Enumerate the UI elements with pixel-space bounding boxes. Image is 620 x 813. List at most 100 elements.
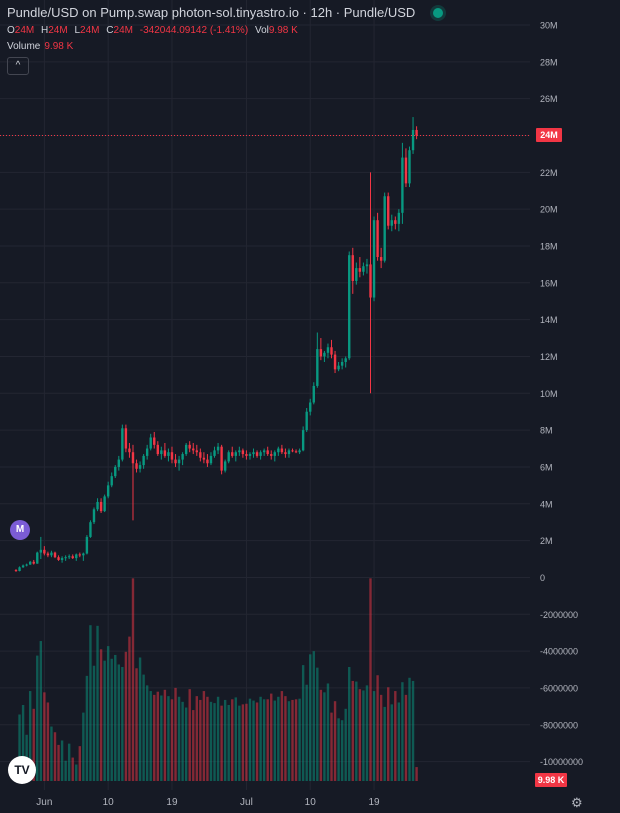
- candle-body: [96, 501, 99, 510]
- candle-body: [376, 220, 379, 258]
- candle-body: [216, 446, 220, 451]
- volume-bar: [305, 684, 308, 781]
- market-status-icon: [433, 7, 444, 18]
- candle-body: [291, 450, 294, 452]
- volume-bar: [330, 712, 333, 781]
- candle-body: [234, 452, 237, 456]
- volume-bar: [294, 699, 298, 781]
- candle-body: [330, 347, 333, 355]
- candle-body: [401, 157, 404, 213]
- volume-bar: [156, 691, 159, 781]
- candle-body: [312, 385, 315, 403]
- grid-lines: [0, 0, 530, 790]
- volume-bars: [14, 578, 418, 781]
- volume-bar: [142, 674, 145, 781]
- price-tick-label: 26M: [540, 94, 558, 104]
- price-tick-label: 28M: [540, 57, 558, 67]
- volume-bar: [64, 760, 67, 781]
- time-tick-label: 10: [103, 797, 115, 808]
- volume-bar: [394, 691, 397, 781]
- volume-bar: [39, 641, 43, 781]
- candle-body: [64, 557, 67, 559]
- candle-body: [188, 444, 191, 449]
- change-value: -342044.09142 (-1.41%): [139, 25, 249, 36]
- candle-body: [287, 450, 291, 455]
- chevron-up-icon[interactable]: ^: [7, 57, 29, 75]
- volume-legend: Volume 9.98 K: [7, 41, 443, 52]
- volume-bar: [362, 690, 365, 781]
- candle-body: [110, 476, 113, 486]
- candle-body: [142, 455, 145, 466]
- price-tick-label: 8M: [540, 426, 553, 436]
- candle-body: [156, 444, 159, 455]
- volume-bar: [323, 692, 326, 781]
- candle-body: [266, 450, 269, 455]
- time-axis[interactable]: Jun 10 19 Jul 10 19: [36, 797, 380, 808]
- volume-bar: [238, 705, 241, 781]
- volume-bar: [153, 694, 156, 781]
- last-price-badge: 24M: [536, 128, 562, 143]
- volume-bar: [337, 718, 340, 781]
- volume-bar: [248, 698, 252, 781]
- volume-bar: [96, 625, 99, 781]
- price-tick-label: 4M: [540, 499, 553, 509]
- candle-body: [117, 459, 121, 467]
- candle-body: [138, 465, 142, 469]
- volume-bar: [99, 649, 103, 781]
- volume-bar: [259, 696, 262, 781]
- candle-body: [181, 454, 184, 460]
- candle-body: [28, 561, 32, 565]
- volume-bar: [280, 691, 284, 781]
- candle-body: [163, 450, 167, 456]
- volume-bar: [188, 689, 191, 781]
- candle-body: [383, 196, 386, 261]
- volume-bar: [82, 712, 85, 781]
- candle-body: [85, 536, 89, 554]
- price-tick-label: 22M: [540, 168, 558, 178]
- candle-body: [78, 554, 82, 556]
- candle-body: [60, 558, 64, 560]
- volume-bar: [206, 696, 209, 781]
- candle-body: [358, 268, 362, 272]
- volume-bar: [192, 710, 195, 781]
- volume-bar: [167, 696, 170, 781]
- volume-bar: [135, 668, 138, 781]
- volume-bar: [383, 706, 386, 781]
- candle-body: [46, 553, 50, 556]
- price-axis[interactable]: 30M28M26M24M22M20M18M16M14M12M10M8M6M4M2…: [540, 21, 583, 768]
- event-marker-icon[interactable]: M: [10, 520, 30, 540]
- volume-bar: [284, 696, 287, 781]
- volume-bar: [170, 699, 174, 781]
- candle-body: [199, 452, 202, 458]
- candle-body: [397, 212, 401, 224]
- price-tick-label: -4000000: [540, 647, 578, 657]
- symbol-title[interactable]: Pundle/USD on Pump.swap photon-sol.tinya…: [7, 5, 416, 20]
- price-tick-label: -2000000: [540, 610, 578, 620]
- volume-bar: [372, 691, 376, 781]
- chart-legend: Pundle/USD on Pump.swap photon-sol.tinya…: [7, 5, 444, 75]
- candle-body: [50, 552, 53, 556]
- volume-bar: [46, 702, 50, 781]
- candle-body: [294, 451, 298, 453]
- candle-body: [238, 450, 241, 453]
- gear-icon[interactable]: ⚙: [571, 795, 583, 810]
- price-tick-label: 10M: [540, 389, 558, 399]
- time-tick-label: 10: [305, 797, 317, 808]
- candle-body: [103, 496, 106, 512]
- candle-body: [248, 454, 252, 456]
- candle-body: [259, 452, 262, 456]
- candle-body: [223, 461, 227, 471]
- tradingview-logo[interactable]: TV: [8, 756, 36, 784]
- volume-bar: [312, 651, 315, 781]
- candle-body: [262, 450, 266, 453]
- volume-label: Volume: [7, 41, 41, 52]
- candle-body: [305, 411, 308, 431]
- volume-bar: [36, 655, 39, 781]
- volume-bar: [379, 694, 383, 781]
- volume-bar: [149, 691, 152, 781]
- candle-body: [337, 365, 340, 370]
- volume-bar: [326, 683, 330, 781]
- candle-body: [273, 452, 276, 456]
- candle-body: [82, 553, 85, 556]
